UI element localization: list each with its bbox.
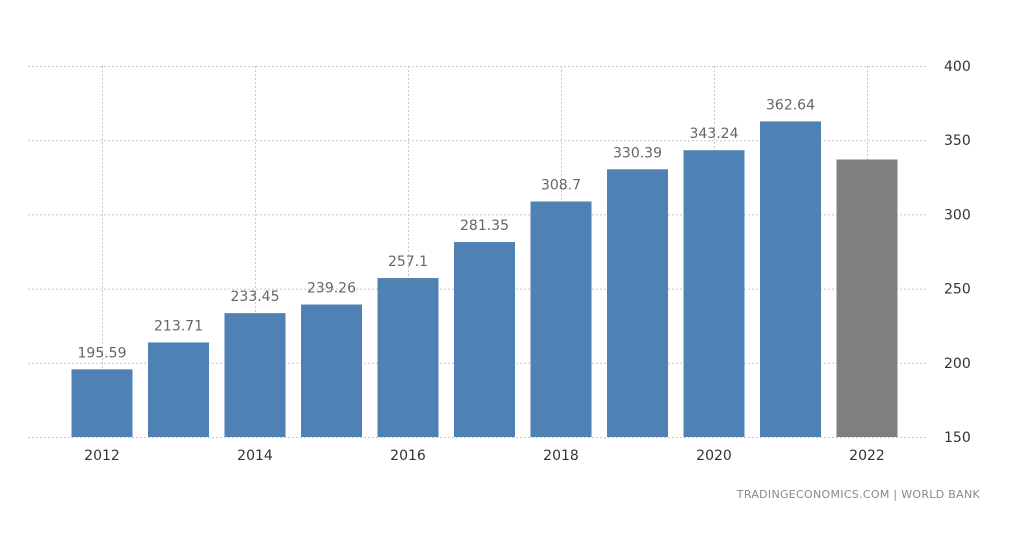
y-tick-label-300: 300 — [944, 207, 971, 223]
bar-2012 — [71, 369, 133, 437]
bar-2019 — [607, 169, 668, 437]
bar-2017 — [454, 242, 515, 437]
data-label-2013: 213.71 — [154, 318, 203, 334]
x-tick-label-2018: 2018 — [543, 448, 579, 464]
label-layer: 195.59 213.71 233.45 239.26 257.1 281.35 308.7… — [78, 97, 816, 361]
bar-2013 — [148, 342, 209, 437]
bar-2022 — [836, 159, 898, 437]
bar-2018 — [530, 201, 592, 437]
bar-2021 — [760, 121, 821, 438]
bar-2015 — [301, 304, 362, 437]
x-tick-label-2022: 2022 — [849, 448, 885, 464]
y-tick-label-250: 250 — [944, 282, 971, 298]
data-label-2019: 330.39 — [613, 145, 662, 161]
data-label-2020: 343.24 — [690, 126, 739, 142]
data-label-2015: 239.26 — [307, 281, 356, 297]
y-tick-label-150: 150 — [944, 430, 971, 446]
y-axis-ticks: 150 200 250 300 350 400 — [944, 59, 971, 446]
x-tick-label-2012: 2012 — [84, 448, 120, 464]
bar-2014 — [224, 313, 286, 437]
bar-layer — [71, 121, 898, 438]
data-label-2016: 257.1 — [388, 254, 428, 270]
x-tick-label-2020: 2020 — [696, 448, 732, 464]
bar-2016 — [377, 278, 439, 437]
data-label-2018: 308.7 — [541, 177, 581, 193]
bar-2020 — [683, 150, 745, 437]
data-label-2014: 233.45 — [231, 289, 280, 305]
data-label-2012: 195.59 — [78, 345, 127, 361]
x-axis-ticks: 2012 2014 2016 2018 2020 2022 — [84, 448, 885, 464]
source-credit: TRADINGECONOMICS.COM | WORLD BANK — [736, 488, 980, 501]
y-tick-label-350: 350 — [944, 133, 971, 149]
data-label-2017: 281.35 — [460, 218, 509, 234]
data-label-2021: 362.64 — [766, 97, 815, 113]
x-tick-label-2016: 2016 — [390, 448, 426, 464]
y-tick-label-400: 400 — [944, 59, 971, 75]
x-tick-label-2014: 2014 — [237, 448, 273, 464]
y-tick-label-200: 200 — [944, 356, 971, 372]
